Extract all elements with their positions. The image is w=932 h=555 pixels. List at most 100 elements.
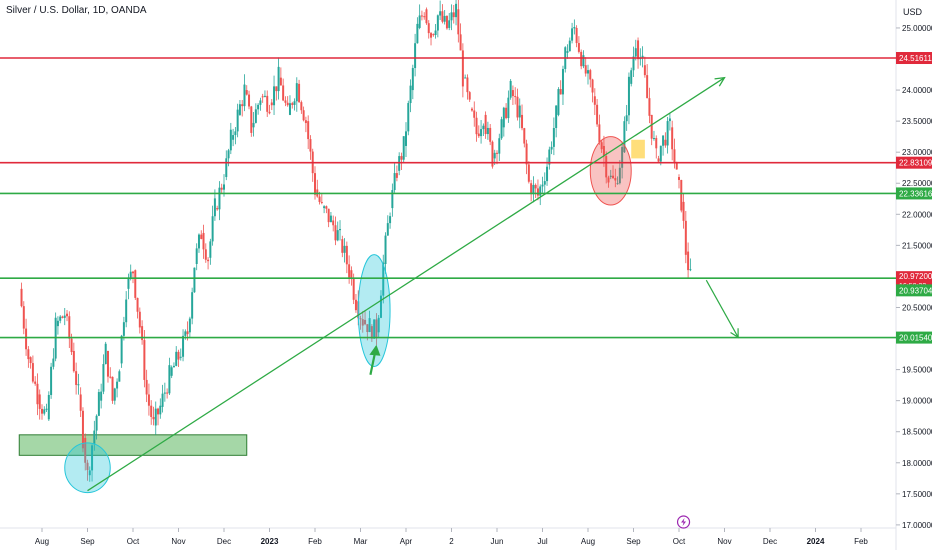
candle-body xyxy=(141,326,144,341)
x-tick-label: Sep xyxy=(80,537,95,546)
candle-body xyxy=(38,394,41,409)
candle-body xyxy=(459,34,462,51)
candle-body xyxy=(652,138,655,140)
candle-body xyxy=(441,11,444,22)
candle-body xyxy=(541,184,544,187)
y-tick-label: 22.00000 xyxy=(902,210,932,219)
candle-body xyxy=(104,343,107,365)
candle-body xyxy=(204,249,207,260)
candle-body xyxy=(275,86,278,92)
candle-body xyxy=(291,103,294,105)
candle-body xyxy=(250,106,253,133)
candle-body xyxy=(102,364,105,392)
currency-label: USD xyxy=(903,7,923,17)
candle-body xyxy=(507,97,510,119)
candle-body xyxy=(225,158,228,178)
candle-body xyxy=(502,107,505,128)
y-tick-label: 17.50000 xyxy=(902,490,932,499)
candle-body xyxy=(689,269,692,271)
candle-body xyxy=(97,392,100,416)
x-tick-label: Apr xyxy=(400,537,413,546)
candle-body xyxy=(298,83,301,103)
candle-body xyxy=(152,416,155,420)
candle-body xyxy=(295,83,298,102)
candle-body xyxy=(566,51,569,53)
candle-body xyxy=(177,351,180,360)
candle-body xyxy=(448,20,451,28)
candle-body xyxy=(593,96,596,105)
candle-body xyxy=(668,118,671,122)
candle-body xyxy=(238,104,241,115)
marker-arrowhead xyxy=(369,344,381,356)
candle-body xyxy=(75,371,78,385)
candle-body xyxy=(323,206,326,209)
y-tick-label: 23.00000 xyxy=(902,148,932,157)
candle-body xyxy=(241,104,244,107)
candle-body xyxy=(211,216,214,242)
candle-body xyxy=(257,104,260,110)
x-tick-label: Feb xyxy=(308,537,322,546)
candle-body xyxy=(63,315,66,318)
candle-body xyxy=(580,51,583,67)
candle-body xyxy=(125,299,128,323)
candle-body xyxy=(143,340,146,380)
candle-body xyxy=(88,470,91,476)
x-tick-label: Jul xyxy=(537,537,547,546)
candle-body xyxy=(147,394,150,406)
candle-body xyxy=(216,208,219,210)
candle-body xyxy=(559,89,562,95)
candle-body xyxy=(678,177,680,180)
candle-body xyxy=(434,30,437,35)
candle-body xyxy=(655,138,658,149)
x-tick-label: Nov xyxy=(171,537,185,546)
candle-body xyxy=(587,70,589,74)
candle-body xyxy=(561,68,564,95)
candle-body xyxy=(195,248,198,264)
candle-body xyxy=(518,105,521,118)
candle-body xyxy=(339,229,342,231)
candle-body xyxy=(600,142,603,150)
candle-body xyxy=(473,110,476,118)
x-tick-label: 2023 xyxy=(261,537,279,546)
candle-body xyxy=(234,131,237,136)
candle-body xyxy=(79,394,82,411)
candle-body xyxy=(61,316,64,318)
candle-body xyxy=(368,318,371,333)
candle-body xyxy=(482,125,485,130)
candle-body xyxy=(625,115,628,122)
candle-body xyxy=(41,408,43,414)
candle-body xyxy=(614,178,617,181)
candle-body xyxy=(457,9,460,35)
candle-body xyxy=(411,68,414,91)
candle-body xyxy=(436,15,439,31)
candle-body xyxy=(505,107,508,119)
candle-body xyxy=(687,251,690,271)
level-tag-label: 22.33616 xyxy=(899,189,932,198)
candle-body xyxy=(25,328,28,350)
candle-body xyxy=(284,100,287,103)
candle-body xyxy=(680,179,683,211)
candle-body xyxy=(379,295,382,318)
candle-body xyxy=(93,430,96,445)
candle-body xyxy=(389,216,392,224)
candle-body xyxy=(407,103,410,132)
candle-body xyxy=(282,85,285,101)
candle-body xyxy=(166,392,169,394)
candle-body xyxy=(345,245,348,265)
candle-body xyxy=(409,85,412,104)
candle-body xyxy=(300,102,303,111)
candle-body xyxy=(550,146,553,150)
support-zone xyxy=(18,434,248,456)
candle-body xyxy=(138,311,141,328)
price-tag xyxy=(896,284,932,297)
candle-body xyxy=(391,190,394,209)
candle-body xyxy=(197,234,200,249)
y-tick-label: 22.50000 xyxy=(902,179,932,188)
candle-body xyxy=(168,365,171,394)
candle-body xyxy=(395,173,398,178)
candle-body xyxy=(268,111,271,114)
candle-body xyxy=(425,9,428,24)
candle-body xyxy=(605,156,608,178)
